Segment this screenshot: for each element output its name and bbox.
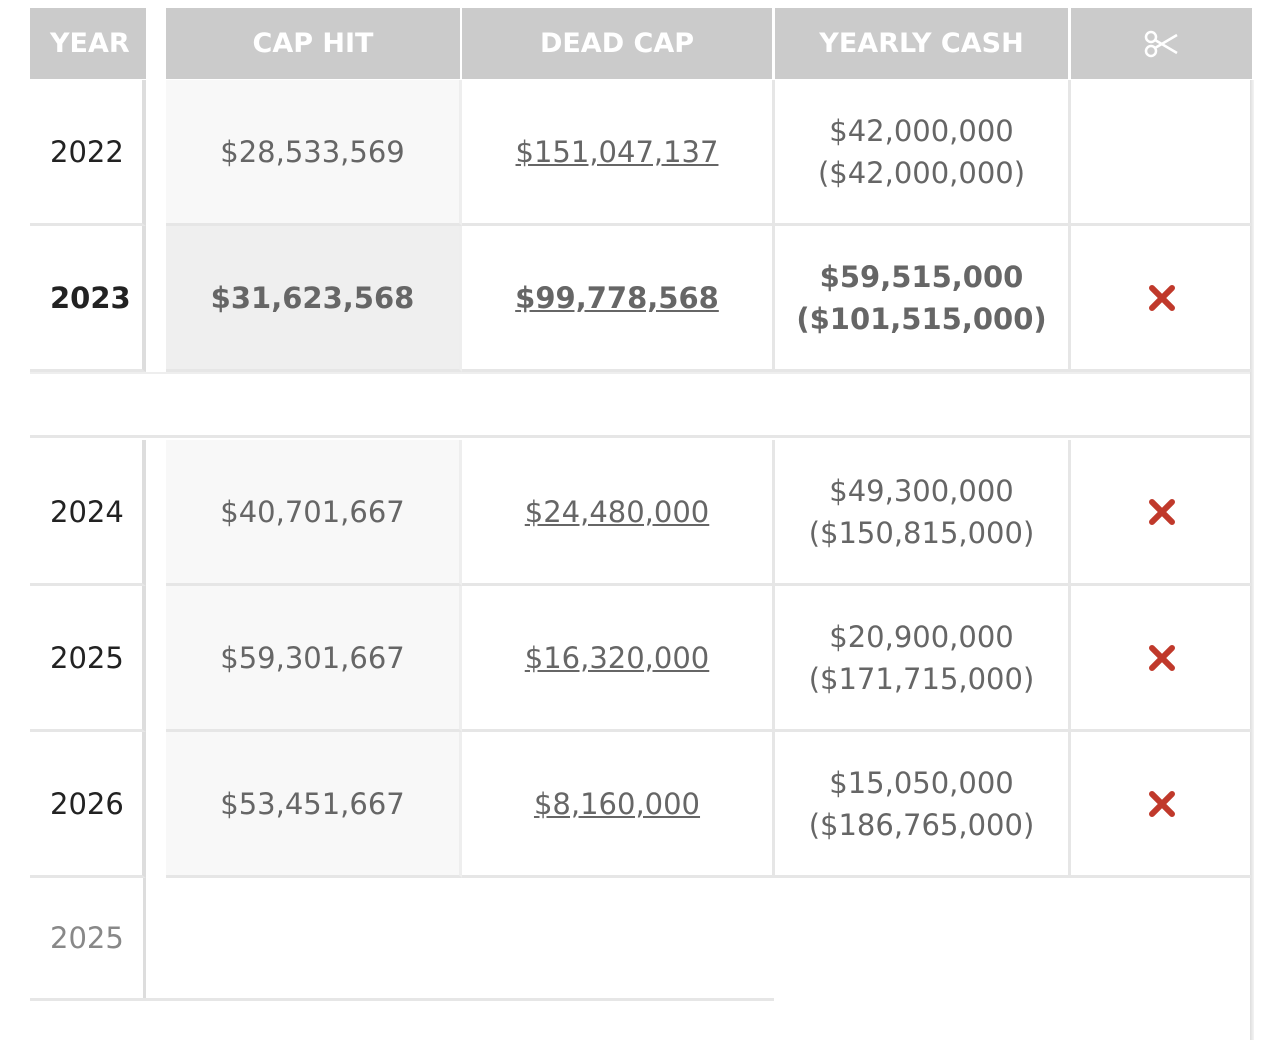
yearly-cash-cell: $42,000,000 ($42,000,000) [775,80,1071,226]
yearly-cash: $59,515,000 [819,259,1024,294]
cap-hit: $40,701,667 [220,494,405,529]
cut-cell [1071,226,1252,372]
cap-hit: $59,301,667 [220,640,405,675]
year: 2026 [50,786,124,821]
cut-cell [1071,586,1252,732]
yearly-cash-cell: $20,900,000 ($171,715,000) [775,586,1071,732]
cap-hit: $28,533,569 [220,134,405,169]
footer-year: 2025 [30,878,146,998]
cap-hit-cell: $53,451,667 [166,732,462,878]
year: 2025 [50,640,124,675]
dead-cap-link[interactable]: $99,778,568 [515,280,719,315]
header-dead-cap[interactable]: DEAD CAP [462,8,772,79]
dead-cap-link[interactable]: $16,320,000 [524,640,710,675]
dead-cap-cell: $16,320,000 [462,586,775,732]
cut-cell [1071,732,1252,878]
year-cell: 2023 [30,226,146,372]
yearly-cash: $15,050,000 [829,765,1014,800]
cumulative-cash: ($171,715,000) [808,661,1035,696]
spacer-row [30,372,1252,438]
cap-hit-cell: $59,301,667 [166,586,462,732]
cut-mark[interactable] [1148,284,1176,312]
dead-cap-link[interactable]: $151,047,137 [515,134,719,169]
header-yearly-cash[interactable]: YEARLY CASH [775,8,1068,79]
cap-hit: $31,623,568 [210,280,415,315]
yearly-cash: $20,900,000 [829,619,1014,654]
cut-cell [1071,440,1252,586]
cumulative-cash: ($42,000,000) [817,155,1026,190]
dead-cap-cell: $99,778,568 [462,226,775,372]
cumulative-cash: ($101,515,000) [796,301,1047,336]
year: 2024 [50,494,124,529]
yearly-cash-cell: $15,050,000 ($186,765,000) [775,732,1071,878]
dead-cap-cell: $8,160,000 [462,732,775,878]
year: 2023 [50,280,131,315]
cut-mark[interactable] [1148,498,1176,526]
yearly-cash: $49,300,000 [829,473,1014,508]
cap-hit: $53,451,667 [220,786,405,821]
yearly-cash: $42,000,000 [829,113,1014,148]
header-year[interactable]: YEAR [30,8,146,79]
year-cell: 2026 [30,732,146,878]
cut-mark[interactable] [1148,790,1176,818]
header-cap-hit[interactable]: CAP HIT [166,8,460,79]
dead-cap-cell: $151,047,137 [462,80,775,226]
dead-cap-link[interactable]: $24,480,000 [524,494,710,529]
scissors-icon [1144,30,1178,57]
year-cell: 2024 [30,440,146,586]
cap-hit-cell: $28,533,569 [166,80,462,226]
dead-cap-link[interactable]: $8,160,000 [533,786,701,821]
yearly-cash-cell: $59,515,000 ($101,515,000) [775,226,1071,372]
cap-hit-cell: $40,701,667 [166,440,462,586]
cut-mark[interactable] [1148,644,1176,672]
cumulative-cash: ($150,815,000) [808,515,1035,550]
year: 2022 [50,134,124,169]
year-cell: 2022 [30,80,146,226]
cut-cell [1071,80,1252,226]
cumulative-cash: ($186,765,000) [808,807,1035,842]
yearly-cash-cell: $49,300,000 ($150,815,000) [775,440,1071,586]
year-cell: 2025 [30,586,146,732]
scroll-edge [1250,80,1254,1040]
dead-cap-cell: $24,480,000 [462,440,775,586]
header-cut-icon [1071,8,1252,79]
cap-hit-cell: $31,623,568 [166,226,462,372]
footer-border [30,998,774,1001]
